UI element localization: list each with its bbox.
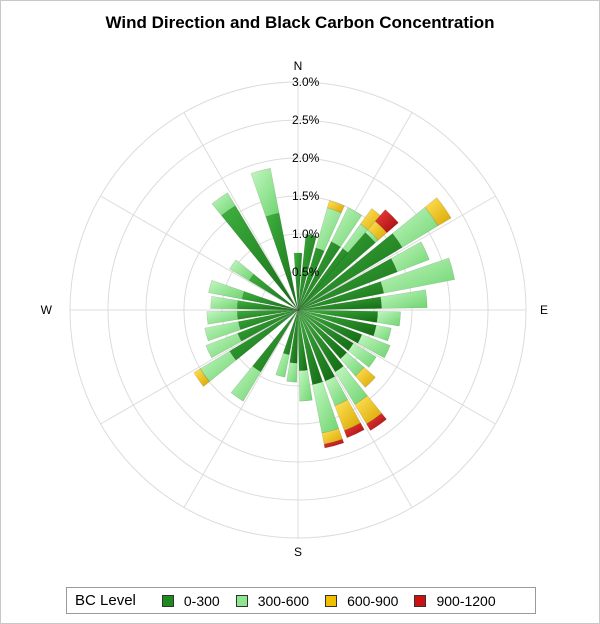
legend-label: 300-600	[257, 592, 310, 609]
bar-segment-300-600	[330, 207, 363, 248]
bar-segment-300-600	[380, 289, 428, 309]
bar-segment-600-900	[424, 197, 452, 227]
direction-label-E: E	[540, 303, 548, 317]
axis-labels: 0.5% 1.0% 1.5% 2.0% 2.5% 3.0% N E S W	[41, 59, 548, 559]
direction-label-S: S	[294, 545, 302, 559]
legend-item-900-1200: 900-1200	[414, 592, 496, 609]
bar-segment-300-600	[205, 332, 242, 359]
legend-item-300-600: 300-600	[235, 592, 310, 609]
polar-grid	[69, 81, 527, 539]
bar-segment-900-1200	[343, 422, 365, 439]
legend-swatch	[325, 594, 338, 607]
bar-segment-300-600	[373, 324, 392, 342]
bar-segment-600-900	[354, 366, 376, 388]
bar-segment-300-600	[229, 259, 255, 282]
legend-item-0-300: 0-300	[161, 592, 220, 609]
legend-swatch	[235, 594, 248, 607]
chart-title: Wind Direction and Black Carbon Concentr…	[105, 13, 495, 32]
radial-tick-label: 1.5%	[292, 189, 320, 203]
legend-swatch	[161, 594, 174, 607]
legend-swatch	[414, 594, 427, 607]
bar-segment-300-600	[376, 311, 401, 327]
bar-segment-0-300	[293, 252, 303, 311]
bar-segment-600-900	[193, 368, 210, 387]
bar-segment-900-1200	[323, 438, 345, 449]
bar-segment-300-600	[230, 365, 262, 402]
ring-gridline	[145, 157, 451, 463]
bar-segment-900-1200	[374, 209, 399, 234]
bar-segment-300-600	[275, 352, 290, 378]
bar-segment-900-1200	[366, 412, 387, 431]
bar-segment-300-600	[390, 241, 430, 273]
bar-segment-300-600	[347, 342, 377, 368]
radial-tick-label: 2.0%	[292, 151, 320, 165]
bar-segment-300-600	[208, 279, 245, 300]
wind-bars	[193, 167, 456, 449]
bar-segment-300-600	[286, 362, 298, 383]
direction-label-N: N	[294, 59, 303, 73]
legend-item-600-900: 600-900	[325, 593, 398, 609]
legend-title: BC Level	[75, 592, 136, 609]
radial-tick-label: 3.0%	[292, 75, 320, 89]
bar-segment-300-600	[210, 295, 239, 310]
legend-label: 600-900	[347, 592, 399, 609]
bar-segment-300-600	[380, 257, 456, 294]
bar-segment-300-600	[298, 369, 313, 402]
bar-segment-300-600	[357, 334, 391, 359]
legend: BC Level 0-300 300-600 600-900 900-1200	[66, 587, 536, 614]
bar-segment-300-600	[204, 321, 241, 342]
radial-tick-label: 1.0%	[292, 227, 320, 241]
legend-label: 900-1200	[436, 592, 496, 609]
ring-gridline	[183, 195, 413, 425]
bar-segment-0-300	[297, 234, 317, 311]
direction-label-W: W	[41, 303, 53, 317]
legend-label: 0-300	[183, 592, 220, 609]
bar-segment-300-600	[206, 310, 239, 325]
bar-segment-300-600	[250, 167, 280, 217]
ring-gridline	[221, 233, 375, 387]
bar-segment-300-600	[211, 192, 236, 216]
ring-gridline	[69, 81, 527, 539]
bar-segment-600-900	[326, 200, 345, 214]
radial-tick-label: 0.5%	[292, 265, 320, 279]
ring-gridline	[107, 119, 489, 501]
radial-tick-label: 2.5%	[292, 113, 320, 127]
